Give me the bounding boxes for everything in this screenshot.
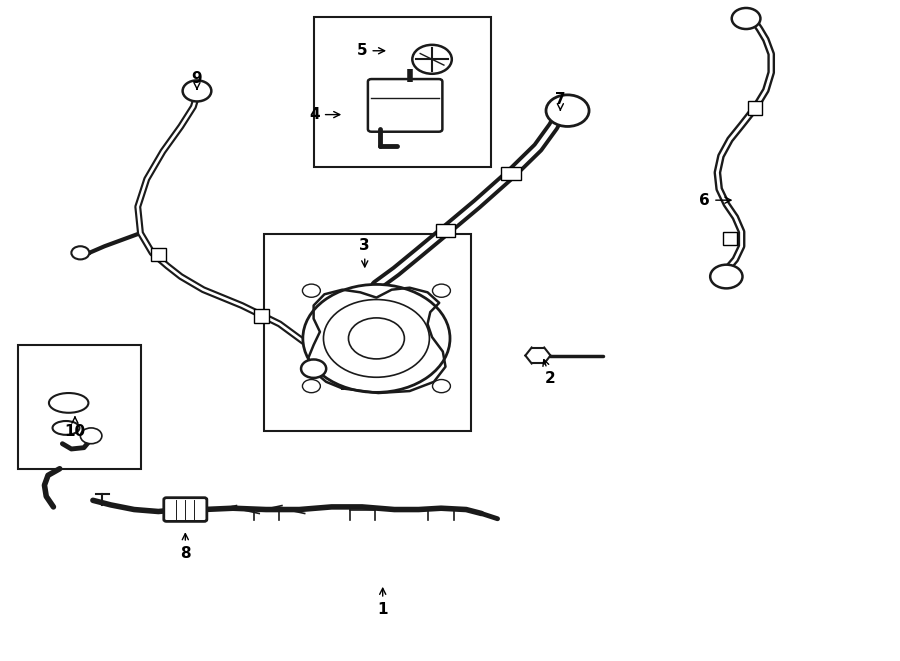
Circle shape [546,95,590,126]
Circle shape [302,379,320,393]
Bar [313,17,491,167]
Text: 1: 1 [377,588,388,617]
Circle shape [302,360,326,378]
Text: 10: 10 [65,417,86,439]
Circle shape [433,284,450,297]
Circle shape [80,428,102,444]
Bar [501,167,521,180]
Circle shape [303,284,450,393]
Circle shape [732,8,760,29]
Circle shape [412,45,452,74]
Bar [151,249,166,261]
FancyBboxPatch shape [164,498,207,522]
Text: 9: 9 [192,71,202,89]
Text: 3: 3 [359,239,370,267]
Bar [436,224,455,237]
Circle shape [71,247,89,259]
Text: 4: 4 [310,107,340,122]
Bar [748,101,762,114]
Bar [265,235,471,430]
Bar [255,309,269,323]
Bar [723,232,737,245]
Bar [17,345,141,469]
Text: 7: 7 [555,93,566,110]
Polygon shape [308,288,446,393]
Circle shape [302,284,320,297]
Text: 5: 5 [356,43,384,58]
Circle shape [710,264,742,288]
Circle shape [183,81,212,101]
FancyBboxPatch shape [368,79,443,132]
Text: 6: 6 [699,192,731,208]
Text: 8: 8 [180,533,191,561]
Circle shape [433,379,450,393]
Text: 2: 2 [543,360,556,386]
